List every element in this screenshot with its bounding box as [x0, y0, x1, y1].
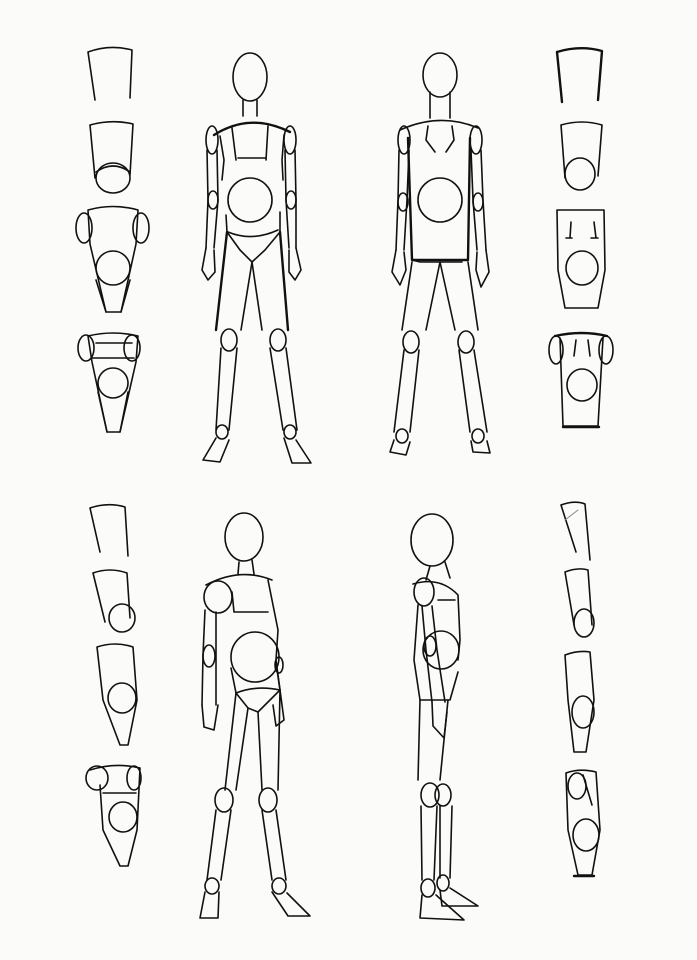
back-left-foot: [389, 439, 411, 456]
back-left-hand: [391, 249, 407, 286]
front-figure: [201, 52, 312, 464]
side-head: [410, 513, 454, 567]
side-step-2: [564, 568, 595, 638]
side-ribcage: [422, 630, 460, 670]
back-torso-steps: [548, 47, 614, 429]
front-right-hand: [288, 247, 302, 281]
three-quarter-step-2: [92, 569, 136, 633]
back-step-4: [548, 331, 614, 429]
back-figure: [389, 52, 491, 456]
back-right-hand: [475, 249, 490, 288]
side-back-foot: [439, 887, 479, 907]
front-torso-steps: [75, 46, 150, 433]
back-step-1: [555, 47, 604, 104]
back-step-2: [560, 121, 603, 191]
front-step-1: [87, 46, 133, 101]
front-right-foot: [283, 437, 312, 464]
three-quarter-torso-steps: [85, 503, 142, 867]
three-quarter-head: [224, 512, 264, 562]
front-step-2: [89, 120, 134, 194]
three-quarter-left-hand: [201, 704, 219, 731]
three-quarter-figure: [199, 512, 311, 919]
three-quarter-ribcage: [230, 631, 280, 683]
front-shoulders: [212, 121, 292, 137]
three-quarter-step-3: [96, 643, 138, 746]
back-neck: [429, 91, 451, 119]
side-figure: [410, 513, 479, 921]
front-head: [232, 52, 268, 102]
side-step-1: [560, 501, 591, 561]
three-quarter-step-4: [85, 764, 142, 867]
three-quarter-step-1: [89, 503, 129, 557]
back-ribcage: [417, 177, 463, 223]
three-quarter-left-foot: [199, 891, 220, 919]
front-left-foot: [202, 437, 230, 463]
front-step-4: [77, 332, 141, 433]
side-torso-steps: [560, 501, 601, 878]
back-head: [422, 52, 458, 98]
back-step-3: [556, 209, 606, 309]
front-ribcage: [227, 177, 273, 223]
side-step-4: [565, 769, 601, 878]
front-neck: [242, 99, 258, 117]
front-step-3: [75, 205, 150, 313]
side-front-foot: [419, 894, 465, 921]
back-right-foot: [470, 440, 491, 454]
front-left-hand: [201, 247, 216, 281]
side-step-3: [564, 650, 595, 753]
three-quarter-right-foot: [271, 891, 311, 917]
